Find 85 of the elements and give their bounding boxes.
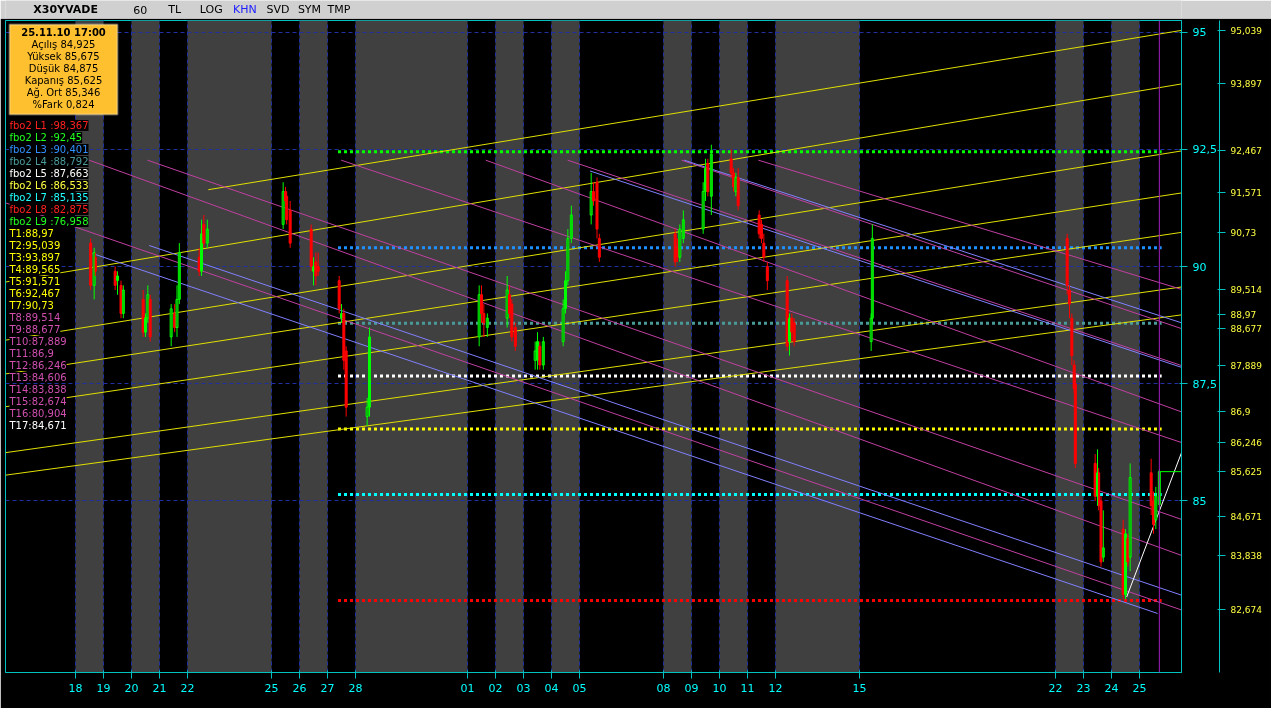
annotation: fbo2 L2 :92,45 bbox=[9, 132, 83, 143]
annotation: T9:88,677 bbox=[8, 324, 61, 335]
text: 60 bbox=[133, 3, 148, 17]
y2-tick-label: 86,9 bbox=[1230, 407, 1251, 418]
x-tick-label: 28 bbox=[348, 681, 363, 695]
annotation: T16:80,904 bbox=[8, 408, 67, 419]
annotation: T10:87,889 bbox=[8, 336, 67, 347]
x-tick-label: 10 bbox=[712, 681, 727, 695]
x-tick-label: 22 bbox=[180, 681, 195, 695]
annotation: fbo2 L6 :86,533 bbox=[9, 180, 89, 191]
x-tick-label: 03 bbox=[516, 681, 531, 695]
x-tick-label: 15 bbox=[852, 681, 867, 695]
text: LOG bbox=[199, 3, 223, 16]
y-tick-label: 85 bbox=[1192, 494, 1207, 508]
chart-title: X30YVADE bbox=[33, 3, 98, 16]
y2-tick-label: 84,671 bbox=[1230, 511, 1262, 522]
y2-tick-label: 85,625 bbox=[1230, 467, 1262, 478]
y2-tick-label: 90,73 bbox=[1230, 227, 1257, 238]
x-tick-label: 24 bbox=[1104, 681, 1119, 695]
y-tick-label: 95 bbox=[1192, 26, 1207, 40]
annotation: T11:86,9 bbox=[8, 348, 54, 359]
y-tick-label: 92,5 bbox=[1192, 143, 1217, 157]
annotation: T8:89,514 bbox=[8, 312, 61, 323]
annotation: fbo2 L7 :85,135 bbox=[9, 192, 89, 203]
annotation: T17:84,671 bbox=[8, 420, 67, 431]
x-tick-label: 05 bbox=[572, 681, 587, 695]
annotation: Düşük 84,875 bbox=[28, 63, 99, 74]
x-tick-label: 27 bbox=[320, 681, 335, 695]
annotation: fbo2 L9 :76,958 bbox=[9, 216, 89, 227]
y-tick-label: 87,5 bbox=[1192, 377, 1217, 391]
annotation: T2:95,039 bbox=[8, 240, 61, 251]
annotation: Yüksek 85,675 bbox=[26, 51, 100, 62]
annotation: T3:93,897 bbox=[8, 252, 61, 263]
y2-tick-label: 83,838 bbox=[1230, 550, 1263, 561]
x-tick-label: 04 bbox=[544, 681, 559, 695]
annotation: Ağ. Ort 85,346 bbox=[26, 87, 101, 98]
annotation: fbo2 L4 :88,792 bbox=[9, 156, 89, 167]
annotation: fbo2 L8 :82,875 bbox=[9, 204, 89, 215]
y2-tick-label: 89,514 bbox=[1230, 284, 1263, 295]
y2-tick-label: 88,97 bbox=[1230, 310, 1257, 321]
text: SYM bbox=[297, 3, 322, 16]
annotation: T13:84,606 bbox=[8, 372, 67, 383]
x-tick-label: 01 bbox=[460, 681, 475, 695]
annotation: fbo2 L1 :98,367 bbox=[9, 120, 89, 131]
annotation: T1:88,97 bbox=[8, 228, 54, 239]
x-tick-label: 02 bbox=[488, 681, 503, 695]
x-tick-label: 19 bbox=[96, 681, 111, 695]
x-tick-label: 08 bbox=[656, 681, 671, 695]
x-tick-label: 26 bbox=[292, 681, 307, 695]
y2-tick-label: 93,897 bbox=[1230, 79, 1262, 90]
annotation: T12:86,246 bbox=[8, 360, 67, 371]
x-tick-label: 21 bbox=[152, 681, 167, 695]
x-tick-label: 23 bbox=[1076, 681, 1091, 695]
annotation: Kapanış 85,625 bbox=[24, 75, 103, 86]
y2-tick-label: 95,039 bbox=[1230, 25, 1263, 36]
annotation: T5:91,571 bbox=[8, 276, 61, 287]
y2-tick-label: 86,246 bbox=[1230, 438, 1263, 449]
y2-tick-label: 91,571 bbox=[1230, 188, 1262, 199]
text: SVD bbox=[266, 3, 290, 16]
x-tick-label: 18 bbox=[68, 681, 83, 695]
annotation: 25.11.10 17:00 bbox=[21, 27, 106, 38]
x-tick-label: 20 bbox=[124, 681, 139, 695]
annotation: %Fark 0,824 bbox=[32, 99, 95, 110]
annotation: T14:83,838 bbox=[8, 384, 67, 395]
annotation: T15:82,674 bbox=[8, 396, 67, 407]
y2-tick-label: 92,467 bbox=[1230, 146, 1262, 157]
text: TL bbox=[167, 3, 183, 16]
text: KHN bbox=[233, 3, 257, 16]
annotation: T4:89,565 bbox=[8, 264, 61, 275]
x-tick-label: 25 bbox=[1132, 681, 1147, 695]
x-tick-label: 22 bbox=[1048, 681, 1063, 695]
x-tick-label: 25 bbox=[264, 681, 279, 695]
x-tick-label: 12 bbox=[768, 681, 783, 695]
annotation: T7:90,73 bbox=[8, 300, 54, 311]
y2-tick-label: 88,677 bbox=[1230, 324, 1262, 335]
x-tick-label: 11 bbox=[740, 681, 755, 695]
annotation: fbo2 L5 :87,663 bbox=[9, 168, 89, 179]
y2-tick-label: 82,674 bbox=[1230, 605, 1263, 616]
annotation: fbo2 L3 :90,401 bbox=[9, 144, 89, 155]
text: TMP bbox=[326, 3, 351, 16]
annotation: T6:92,467 bbox=[8, 288, 61, 299]
annotation: Açılış 84,925 bbox=[31, 39, 96, 50]
y-tick-label: 90 bbox=[1192, 260, 1207, 274]
y2-tick-label: 87,889 bbox=[1230, 361, 1263, 372]
x-tick-label: 09 bbox=[684, 681, 699, 695]
